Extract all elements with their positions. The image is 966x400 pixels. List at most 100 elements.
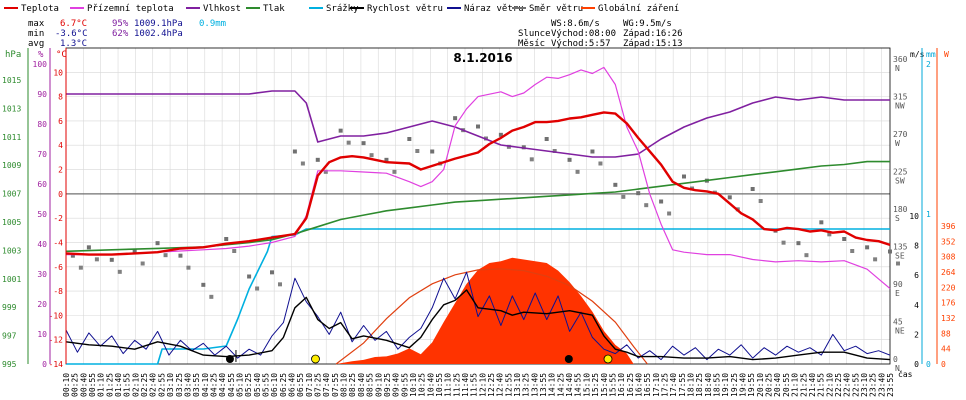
- x-tick-label: 04:10: [201, 373, 210, 397]
- radiation-tick: 220: [941, 283, 956, 292]
- x-tick-label: 18:55: [713, 373, 722, 397]
- stat-label: avg: [28, 39, 44, 49]
- x-tick-label: 18:40: [704, 373, 713, 397]
- x-tick-label: 13:40: [530, 373, 539, 397]
- radiation-tick: 44: [941, 345, 951, 354]
- direction-point: [644, 203, 649, 208]
- x-tick-label: 11:10: [444, 373, 453, 397]
- radiation-tick: 88: [941, 329, 951, 338]
- x-tick-label: 16:40: [634, 373, 643, 397]
- hpa-tick: 1003: [2, 246, 21, 255]
- direction-point: [392, 169, 397, 174]
- direction-point: [86, 245, 91, 250]
- x-tick-label: 11:25: [452, 373, 461, 397]
- radiation-area: [336, 257, 634, 364]
- x-tick-label: 06:55: [296, 373, 305, 397]
- direction-point: [232, 249, 237, 253]
- legend-label: Rychlost větru: [367, 4, 443, 14]
- x-tick-label: 01:10: [97, 373, 106, 397]
- direction-tick-letter: N: [895, 364, 900, 373]
- percent-tick: 30: [37, 270, 47, 279]
- x-tick-label: 09:25: [383, 373, 392, 397]
- temperature-tick: 10: [53, 68, 63, 77]
- x-tick-label: 15:10: [582, 373, 591, 397]
- x-tick-label: 22:25: [834, 373, 843, 397]
- sunrise-marker: [311, 354, 320, 364]
- sunset-value: Západ:16:26: [623, 29, 683, 39]
- x-tick-label: 03:55: [192, 373, 201, 397]
- direction-point: [613, 182, 618, 187]
- stat-value: 62%: [112, 29, 129, 39]
- direction-point: [758, 199, 763, 203]
- direction-point: [292, 149, 297, 154]
- x-tick-label: 03:10: [166, 373, 175, 397]
- temperature-tick: 2: [58, 166, 63, 175]
- legend-label: Přízemní teplota: [87, 4, 174, 14]
- x-tick-label: 06:10: [270, 373, 279, 397]
- direction-point: [323, 169, 328, 174]
- x-tick-label: 04:55: [227, 373, 236, 397]
- x-tick-label: 19:25: [730, 373, 739, 397]
- hpa-tick: 999: [2, 303, 17, 312]
- x-tick-label: 02:25: [140, 373, 149, 397]
- direction-point: [361, 141, 366, 146]
- x-tick-label: 09:55: [400, 373, 409, 397]
- stat-value: 1.3°C: [60, 39, 87, 49]
- direction-point: [842, 237, 847, 241]
- radiation-tick: 396: [941, 222, 956, 231]
- wind-tick: 6: [914, 271, 919, 280]
- stat-value: 1009.1hPa: [134, 19, 183, 29]
- x-tick-label: 20:40: [773, 373, 782, 397]
- percent-tick: 40: [37, 240, 47, 249]
- direction-point: [575, 169, 580, 174]
- wind-speed-line: [65, 289, 891, 361]
- legend-label: Srážky: [326, 4, 359, 14]
- x-tick-label: 16:25: [626, 373, 635, 397]
- direction-tick-letter: NE: [895, 327, 905, 336]
- x-tick-label: 22:40: [843, 373, 852, 397]
- temperature-tick: 8: [58, 93, 63, 102]
- direction-tick: 180: [893, 205, 908, 214]
- direction-point: [346, 140, 351, 145]
- x-tick-label: 06:40: [288, 373, 297, 397]
- x-tick-label: 16:10: [617, 373, 626, 397]
- direction-point: [209, 294, 214, 299]
- radiation-tick: 132: [941, 314, 956, 323]
- x-tick-label: 07:40: [322, 373, 331, 397]
- stat-label: min: [28, 29, 44, 39]
- x-tick-label: 04:25: [209, 373, 218, 397]
- x-tick-label: 18:25: [695, 373, 704, 397]
- x-tick-label: 00:40: [79, 373, 88, 397]
- x-tick-label: 07:25: [314, 373, 323, 397]
- direction-point: [430, 149, 435, 154]
- direction-point: [255, 286, 260, 291]
- rain-tick: 0: [926, 360, 931, 369]
- x-tick-label: 20:55: [782, 373, 791, 397]
- direction-tick-letter: SW: [895, 177, 905, 186]
- temperature-tick: -14: [49, 360, 64, 369]
- temperature-tick: 4: [58, 141, 63, 150]
- direction-point: [727, 195, 732, 200]
- direction-point: [140, 261, 145, 266]
- x-tick-label: 18:10: [687, 373, 696, 397]
- hpa-tick: 1015: [2, 76, 21, 85]
- direction-point: [552, 149, 557, 153]
- legend-label: Globální záření: [598, 4, 679, 14]
- x-tick-label: 07:10: [305, 373, 314, 397]
- moon-label: Měsíc: [518, 39, 545, 49]
- x-axis-label: čas: [898, 369, 913, 379]
- direction-tick-letter: S: [895, 214, 900, 223]
- direction-tick: 0: [893, 355, 898, 364]
- direction-point: [781, 240, 786, 245]
- direction-point: [636, 191, 641, 196]
- x-tick-label: 00:25: [71, 373, 80, 397]
- x-tick-label: 08:55: [366, 373, 375, 397]
- direction-point: [796, 241, 801, 246]
- x-tick-label: 20:10: [756, 373, 765, 397]
- x-tick-label: 02:10: [131, 373, 140, 397]
- x-tick-label: 13:10: [513, 373, 522, 397]
- temperature-tick: -8: [53, 287, 63, 296]
- hpa-tick: 1013: [2, 104, 21, 113]
- x-tick-label: 07:55: [331, 373, 340, 397]
